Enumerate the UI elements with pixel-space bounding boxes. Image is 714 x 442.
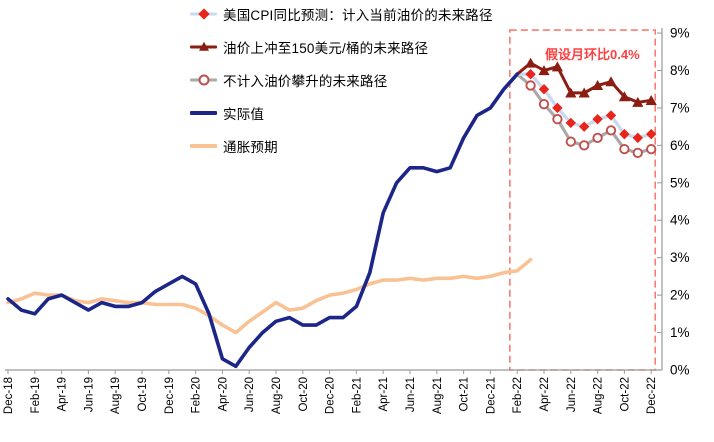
- svg-text:Apr-21: Apr-21: [378, 377, 390, 412]
- svg-text:3%: 3%: [670, 250, 690, 265]
- svg-text:Dec-20: Dec-20: [325, 377, 337, 414]
- diamond-marker-icon: [592, 113, 603, 125]
- triangle-marker-icon: [618, 91, 630, 102]
- series-line-inflation_expectations: [6, 257, 533, 335]
- svg-text:4%: 4%: [670, 213, 690, 228]
- navy-line-icon: [190, 105, 217, 121]
- triangle-marker-icon: [551, 61, 563, 72]
- diamond-marker-icon: [632, 132, 643, 144]
- circle-marker-icon: [565, 136, 576, 147]
- series-line-actual: [6, 72, 520, 369]
- svg-text:Jun-22: Jun-22: [566, 377, 578, 412]
- svg-text:7%: 7%: [670, 100, 690, 115]
- diamond-marker-icon: [579, 121, 590, 132]
- legend-label: 实际值: [223, 107, 265, 122]
- diamond-marker-icon: [525, 69, 536, 80]
- triangle-marker-icon: [190, 39, 217, 55]
- svg-text:Feb-21: Feb-21: [351, 377, 363, 413]
- circle-marker-icon: [525, 80, 536, 91]
- series-markers: [525, 57, 657, 158]
- circle-marker-icon: [552, 114, 563, 125]
- diamond-marker-icon: [552, 102, 563, 114]
- legend-label: 通胀预期: [223, 140, 278, 155]
- legend-label: 油价上冲至150美元/桶的未来路径: [223, 41, 429, 56]
- circle-marker-icon: [646, 143, 657, 155]
- svg-text:Aug-20: Aug-20: [271, 377, 283, 414]
- svg-text:9%: 9%: [670, 26, 690, 41]
- circle-marker-icon: [592, 132, 603, 144]
- svg-text:Apr-19: Apr-19: [57, 377, 69, 412]
- triangle-marker-icon: [645, 95, 657, 106]
- legend-item-forecast-no-oil: 不计入油价攀升的未来路径: [190, 72, 493, 89]
- svg-text:Oct-20: Oct-20: [298, 377, 310, 412]
- triangle-marker-icon: [565, 87, 577, 98]
- forecast-region-box: [509, 29, 657, 371]
- svg-text:Dec-21: Dec-21: [485, 377, 497, 414]
- diamond-marker-icon: [565, 117, 576, 129]
- diamond-marker-icon: [646, 128, 657, 140]
- diamond-marker-icon: [538, 84, 550, 95]
- chart-legend: 美国CPI同比预测：计入当前油价的未来路径 油价上冲至150美元/桶的未来路径 …: [190, 6, 493, 171]
- svg-text:Feb-19: Feb-19: [30, 377, 42, 413]
- circle-marker-icon: [538, 99, 550, 110]
- svg-text:Apr-20: Apr-20: [217, 377, 229, 412]
- circle-marker-icon: [605, 125, 617, 136]
- svg-text:Aug-22: Aug-22: [593, 377, 605, 414]
- circle-marker-icon: [632, 147, 643, 158]
- triangle-marker-icon: [605, 76, 617, 87]
- svg-text:Jun-19: Jun-19: [83, 377, 95, 412]
- svg-text:Aug-19: Aug-19: [110, 377, 122, 414]
- legend-item-actual: 实际值: [190, 105, 493, 122]
- svg-text:Oct-22: Oct-22: [619, 377, 631, 412]
- svg-text:Dec-18: Dec-18: [3, 377, 15, 414]
- svg-text:Oct-21: Oct-21: [459, 377, 471, 412]
- legend-item-forecast-current-oil: 美国CPI同比预测：计入当前油价的未来路径: [190, 6, 493, 23]
- svg-text:Apr-22: Apr-22: [539, 377, 551, 412]
- circle-marker-icon: [579, 140, 590, 151]
- circle-marker-icon: [190, 72, 217, 88]
- peach-line-icon: [190, 138, 217, 154]
- svg-text:Oct-19: Oct-19: [137, 377, 149, 412]
- svg-text:Feb-20: Feb-20: [191, 377, 203, 413]
- svg-text:Aug-21: Aug-21: [432, 377, 444, 414]
- svg-text:2%: 2%: [670, 288, 690, 303]
- legend-item-inflation-expectations: 通胀预期: [190, 138, 493, 155]
- triangle-marker-icon: [632, 96, 644, 107]
- circle-marker-icon: [619, 143, 630, 155]
- legend-label: 美国CPI同比预测：计入当前油价的未来路径: [223, 8, 493, 23]
- svg-text:6%: 6%: [670, 138, 690, 153]
- triangle-marker-icon: [525, 57, 537, 68]
- diamond-marker-icon: [605, 110, 617, 121]
- svg-text:0%: 0%: [670, 363, 690, 378]
- svg-text:Dec-22: Dec-22: [646, 377, 658, 414]
- triangle-marker-icon: [578, 87, 590, 98]
- svg-text:Jun-21: Jun-21: [405, 377, 417, 412]
- triangle-marker-icon: [538, 65, 550, 76]
- legend-label: 不计入油价攀升的未来路径: [223, 74, 388, 89]
- svg-text:Dec-19: Dec-19: [164, 377, 176, 414]
- svg-text:8%: 8%: [670, 63, 690, 78]
- triangle-marker-icon: [592, 80, 604, 91]
- svg-text:5%: 5%: [670, 175, 690, 190]
- svg-text:Jun-20: Jun-20: [244, 377, 256, 412]
- diamond-marker-icon: [190, 6, 217, 22]
- x-axis-labels: Dec-18 Feb-19 Apr-19 Jun-19 Aug-19 Oct-19 Dec-…: [3, 377, 658, 414]
- y-axis-labels: 0% 1% 2% 3% 4% 5% 6% 7% 8% 9%: [670, 26, 690, 378]
- axes: [5, 28, 663, 374]
- assumption-annotation: 假设月环比0.4%: [545, 47, 640, 62]
- svg-text:Feb-22: Feb-22: [512, 377, 524, 413]
- legend-item-forecast-oil-150: 油价上冲至150美元/桶的未来路径: [190, 39, 493, 56]
- diamond-marker-icon: [619, 128, 630, 140]
- svg-text:1%: 1%: [670, 325, 690, 340]
